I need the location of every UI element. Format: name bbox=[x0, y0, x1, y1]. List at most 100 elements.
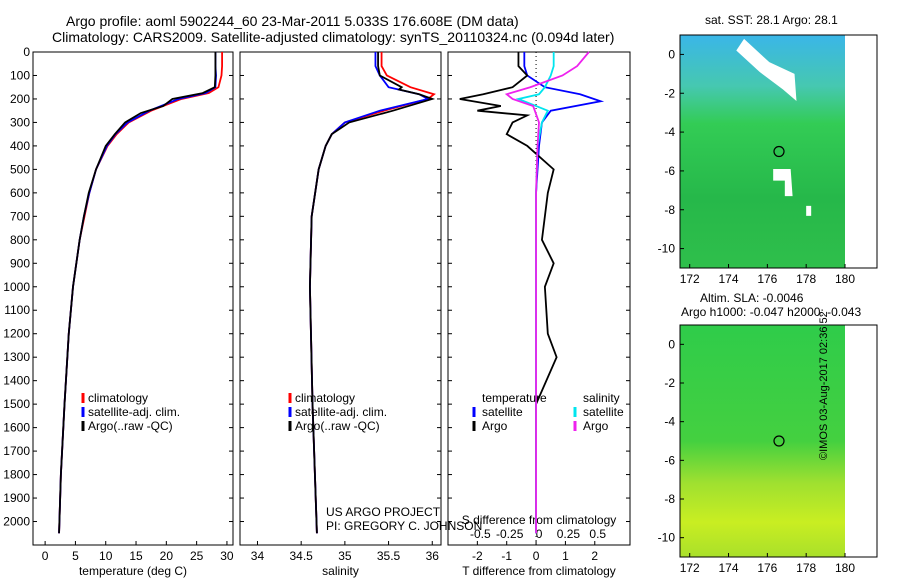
map-x-tick-label: 180 bbox=[835, 272, 855, 286]
x-tick-label: 20 bbox=[160, 549, 174, 563]
x2-tick-label: 0.25 bbox=[557, 527, 581, 541]
x-tick-label: 10 bbox=[99, 549, 113, 563]
y-tick-label: 300 bbox=[10, 115, 30, 129]
land-mask bbox=[736, 38, 797, 102]
panel-frame bbox=[32, 51, 234, 546]
map-x-tick-label: 174 bbox=[719, 272, 739, 286]
plot-title-line1: Argo profile: aoml 5902244_60 23-Mar-201… bbox=[66, 13, 519, 29]
x-axis-label: salinity bbox=[322, 564, 359, 578]
legend-label: satellite bbox=[482, 405, 523, 419]
legend-label: Argo bbox=[583, 419, 609, 433]
x2-tick-label: -0.5 bbox=[470, 527, 491, 541]
x-tick-label: 15 bbox=[129, 549, 143, 563]
series-line-1-1 bbox=[58, 52, 223, 534]
map-y-tick-label: -10 bbox=[658, 242, 676, 256]
x-tick-label: 2 bbox=[591, 549, 598, 563]
x-tick-label: 1 bbox=[562, 549, 569, 563]
x2-axis-label: S difference from climatology bbox=[462, 513, 617, 527]
legend-label: Argo(..raw -QC) bbox=[88, 419, 173, 433]
legend-label: Argo(..raw -QC) bbox=[295, 419, 380, 433]
x-axis-label: T difference from climatology bbox=[462, 564, 616, 578]
y-tick-label: 2000 bbox=[3, 515, 30, 529]
map-y-tick-label: -10 bbox=[658, 531, 676, 545]
legend-title-temperature: temperature bbox=[482, 391, 547, 405]
y-tick-label: 1600 bbox=[3, 421, 30, 435]
map-y-tick-label: -6 bbox=[664, 453, 675, 467]
map-y-tick-label: 0 bbox=[668, 47, 675, 61]
y-tick-label: 1200 bbox=[3, 327, 30, 341]
x-tick-label: 0 bbox=[533, 549, 540, 563]
series-line-1-3 bbox=[58, 52, 217, 534]
map-y-tick-label: -6 bbox=[664, 164, 675, 178]
y-tick-label: 800 bbox=[10, 233, 30, 247]
map-y-tick-label: -2 bbox=[664, 86, 675, 100]
argo-position-marker bbox=[773, 435, 785, 447]
x-tick-label: 34.5 bbox=[289, 549, 313, 563]
panel-frame bbox=[447, 51, 631, 546]
x2-tick-label: 0 bbox=[536, 527, 543, 541]
argo-position-marker bbox=[773, 145, 785, 158]
y-tick-label: 1900 bbox=[3, 491, 30, 505]
y-tick-label: 600 bbox=[10, 186, 30, 200]
y-tick-label: 1800 bbox=[3, 468, 30, 482]
credit-project: US ARGO PROJECT bbox=[326, 505, 441, 519]
map-frame bbox=[679, 324, 878, 558]
map-x-tick-label: 178 bbox=[796, 272, 816, 286]
map-nodata bbox=[845, 35, 877, 268]
map-y-tick-label: -4 bbox=[664, 125, 675, 139]
panel-frame bbox=[239, 51, 442, 546]
x-tick-label: 35.5 bbox=[377, 549, 401, 563]
land-mask bbox=[806, 205, 812, 216]
y-tick-label: 200 bbox=[10, 92, 30, 106]
y-tick-label: 700 bbox=[10, 209, 30, 223]
x2-tick-label: 0.5 bbox=[589, 527, 606, 541]
legend-label: satellite-adj. clim. bbox=[88, 405, 180, 419]
map-y-tick-label: -2 bbox=[664, 376, 675, 390]
series-line-3-4 bbox=[504, 51, 590, 534]
legend-label: satellite bbox=[583, 405, 624, 419]
credit-pi: PI: GREGORY C. JOHNSON bbox=[326, 519, 483, 533]
y-tick-label: 1000 bbox=[3, 280, 30, 294]
map-nodata bbox=[845, 325, 877, 557]
y-tick-label: 0 bbox=[23, 45, 30, 59]
map-sla-title2: Argo h1000: -0.047 h2000: -0.043 bbox=[681, 305, 862, 319]
map-x-tick-label: 172 bbox=[680, 561, 700, 575]
map-sla-title1: Altim. SLA: -0.0046 bbox=[700, 291, 804, 305]
map-y-tick-label: 0 bbox=[668, 337, 675, 351]
x2-tick-label: -0.25 bbox=[496, 527, 524, 541]
series-line-2-3 bbox=[309, 52, 436, 534]
land-mask bbox=[773, 168, 793, 197]
legend-label: climatology bbox=[88, 391, 148, 405]
map-sst-title: sat. SST: 28.1 Argo: 28.1 bbox=[705, 13, 838, 27]
y-tick-label: 100 bbox=[10, 68, 30, 82]
y-tick-label: 1500 bbox=[3, 397, 30, 411]
x-tick-label: 25 bbox=[190, 549, 204, 563]
map-y-tick-label: -8 bbox=[664, 203, 675, 217]
map-x-tick-label: 180 bbox=[835, 561, 855, 575]
series-line-2-1 bbox=[309, 52, 436, 534]
y-tick-label: 500 bbox=[10, 162, 30, 176]
x-tick-label: 5 bbox=[72, 549, 79, 563]
series-line-3-2 bbox=[459, 52, 558, 534]
x-tick-label: 34 bbox=[251, 549, 265, 563]
map-x-tick-label: 178 bbox=[796, 561, 816, 575]
y-tick-label: 400 bbox=[10, 139, 30, 153]
y-tick-label: 900 bbox=[10, 256, 30, 270]
x-axis-label: temperature (deg C) bbox=[79, 564, 187, 578]
x-tick-label: 36 bbox=[426, 549, 440, 563]
map-y-tick-label: -8 bbox=[664, 492, 675, 506]
map-y-tick-label: -4 bbox=[664, 415, 675, 429]
map-x-tick-label: 174 bbox=[719, 561, 739, 575]
x-tick-label: -1 bbox=[501, 549, 512, 563]
x-tick-label: -2 bbox=[472, 549, 483, 563]
y-tick-label: 1300 bbox=[3, 350, 30, 364]
map-x-tick-label: 176 bbox=[757, 272, 777, 286]
map-heatmap bbox=[680, 325, 845, 557]
y-tick-label: 1400 bbox=[3, 374, 30, 388]
legend-label: climatology bbox=[295, 391, 355, 405]
series-line-2-2 bbox=[309, 52, 431, 534]
map-x-tick-label: 176 bbox=[757, 561, 777, 575]
footer-stamp: ©IMOS 03-Aug-2017 02:36:52 bbox=[818, 311, 830, 460]
y-tick-label: 1100 bbox=[4, 303, 30, 317]
